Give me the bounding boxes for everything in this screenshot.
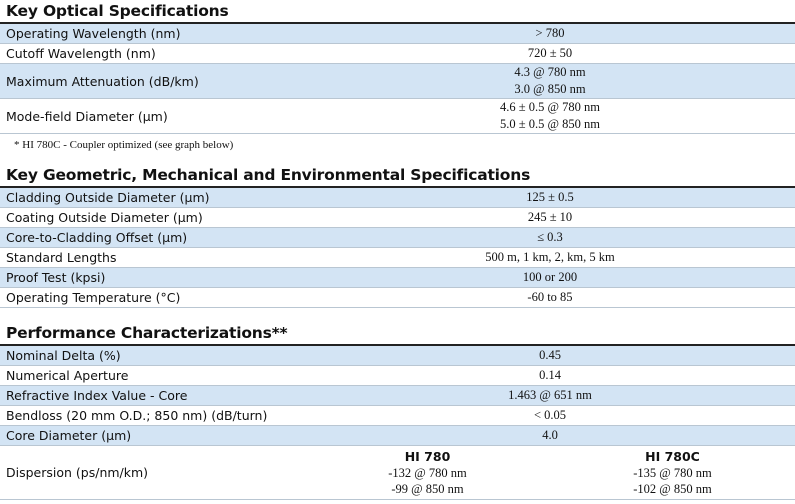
spec-label: Proof Test (kpsi)	[6, 270, 106, 285]
spec-label: Nominal Delta (%)	[6, 348, 121, 363]
spec-label: Core Diameter (µm)	[6, 428, 132, 443]
spec-row: Cutoff Wavelength (nm) 720 ± 50	[0, 44, 795, 64]
spec-label: Bendloss (20 mm O.D.; 850 nm) (dB/turn)	[6, 408, 268, 423]
spec-row: Numerical Aperture 0.14	[0, 366, 795, 386]
value-line: < 0.05	[533, 408, 567, 422]
spec-row: Proof Test (kpsi) 100 or 200	[0, 268, 795, 288]
section-title: Performance Characterizations**	[0, 322, 795, 346]
value-line: 4.3 @ 780 nm	[514, 65, 586, 79]
spec-value: ≤ 0.3	[305, 228, 795, 247]
spec-value: 4.3 @ 780 nm 3.0 @ 850 nm	[305, 64, 795, 98]
value-line: ≤ 0.3	[537, 230, 563, 244]
value-line: 245 ± 10	[527, 210, 573, 224]
value-line: -132 @ 780 nm	[388, 465, 467, 480]
spec-row: Core Diameter (µm) 4.0	[0, 426, 795, 446]
value-line: -60 to 85	[527, 290, 573, 304]
value-line: -135 @ 780 nm	[633, 465, 712, 480]
value-line: > 780	[535, 26, 565, 40]
spec-value: 100 or 200	[305, 268, 795, 287]
spec-row: Dispersion (ps/nm/km) HI 780 -132 @ 780 nm…	[0, 446, 795, 500]
spec-value: > 780	[305, 24, 795, 43]
spec-value: 1.463 @ 651 nm	[305, 386, 795, 405]
spec-label: Standard Lengths	[6, 250, 117, 265]
spec-row: Coating Outside Diameter (µm) 245 ± 10	[0, 208, 795, 228]
spec-label: Numerical Aperture	[6, 368, 129, 383]
spec-row: Operating Wavelength (nm) > 780	[0, 24, 795, 44]
value-line: 0.45	[539, 348, 561, 362]
spec-value: 4.0	[305, 426, 795, 445]
spec-row: Maximum Attenuation (dB/km) 4.3 @ 780 nm 3…	[0, 64, 795, 99]
value-line: 1.463 @ 651 nm	[508, 388, 592, 402]
value-line: -99 @ 850 nm	[391, 481, 464, 496]
section: Key Geometric, Mechanical and Environmen…	[0, 164, 795, 308]
value-line: 500 m, 1 km, 2, km, 5 km	[485, 250, 615, 264]
spec-row: Mode-field Diameter (µm) 4.6 ± 0.5 @ 780 …	[0, 99, 795, 134]
spec-label: Core-to-Cladding Offset (µm)	[6, 230, 188, 245]
value-line: 4.6 ± 0.5 @ 780 nm	[500, 100, 600, 114]
spec-row: Cladding Outside Diameter (µm) 125 ± 0.5	[0, 188, 795, 208]
value-line: 100 or 200	[522, 270, 578, 284]
section-title: Key Optical Specifications	[0, 0, 795, 24]
footnote: * HI 780C - Coupler optimized (see graph…	[14, 139, 234, 151]
value-line: 720 ± 50	[527, 46, 573, 60]
spec-label: Operating Wavelength (nm)	[6, 26, 181, 41]
value-line: 0.14	[539, 368, 561, 382]
value-line: 5.0 ± 0.5 @ 850 nm	[500, 117, 600, 131]
spec-row: Standard Lengths 500 m, 1 km, 2, km, 5 km	[0, 248, 795, 268]
spec-label: Dispersion (ps/nm/km)	[6, 465, 149, 480]
spec-row: Operating Temperature (°C) -60 to 85	[0, 288, 795, 308]
column-heading: HI 780	[404, 448, 451, 464]
value-column: HI 780 -132 @ 780 nm -99 @ 850 nm	[305, 446, 550, 499]
spec-value: -60 to 85	[305, 288, 795, 307]
spec-row: Bendloss (20 mm O.D.; 850 nm) (dB/turn) <…	[0, 406, 795, 426]
spec-value: 500 m, 1 km, 2, km, 5 km	[305, 248, 795, 267]
section: Performance Characterizations** Nominal D…	[0, 322, 795, 500]
spec-value: 4.6 ± 0.5 @ 780 nm 5.0 ± 0.5 @ 850 nm	[305, 99, 795, 133]
value-line: -102 @ 850 nm	[633, 481, 712, 496]
spec-label: Refractive Index Value - Core	[6, 388, 188, 403]
spec-value: 0.45	[305, 346, 795, 365]
value-line: 4.0	[542, 428, 558, 442]
spec-label: Cladding Outside Diameter (µm)	[6, 190, 210, 205]
spec-value: 720 ± 50	[305, 44, 795, 63]
spec-label: Mode-field Diameter (µm)	[6, 108, 168, 124]
spec-label: Maximum Attenuation (dB/km)	[6, 73, 199, 89]
value-columns: HI 780 -132 @ 780 nm -99 @ 850 nm HI 780C -1…	[305, 446, 795, 499]
spec-row: Core-to-Cladding Offset (µm) ≤ 0.3	[0, 228, 795, 248]
spec-value: 245 ± 10	[305, 208, 795, 227]
column-heading: HI 780C	[645, 448, 700, 464]
value-line: 3.0 @ 850 nm	[514, 82, 586, 96]
spec-label: Operating Temperature (°C)	[6, 290, 181, 305]
spec-label: Coating Outside Diameter (µm)	[6, 210, 203, 225]
spec-row: Nominal Delta (%) 0.45	[0, 346, 795, 366]
spec-value: < 0.05	[305, 406, 795, 425]
spec-value: 0.14	[305, 366, 795, 385]
value-column: HI 780C -135 @ 780 nm -102 @ 850 nm	[550, 446, 795, 499]
section-title: Key Geometric, Mechanical and Environmen…	[0, 164, 795, 188]
spec-value: 125 ± 0.5	[305, 188, 795, 207]
spec-label: Cutoff Wavelength (nm)	[6, 46, 156, 61]
section: Key Optical Specifications Operating Wave…	[0, 0, 795, 154]
spec-row: Refractive Index Value - Core 1.463 @ 651…	[0, 386, 795, 406]
value-line: 125 ± 0.5	[526, 190, 574, 204]
